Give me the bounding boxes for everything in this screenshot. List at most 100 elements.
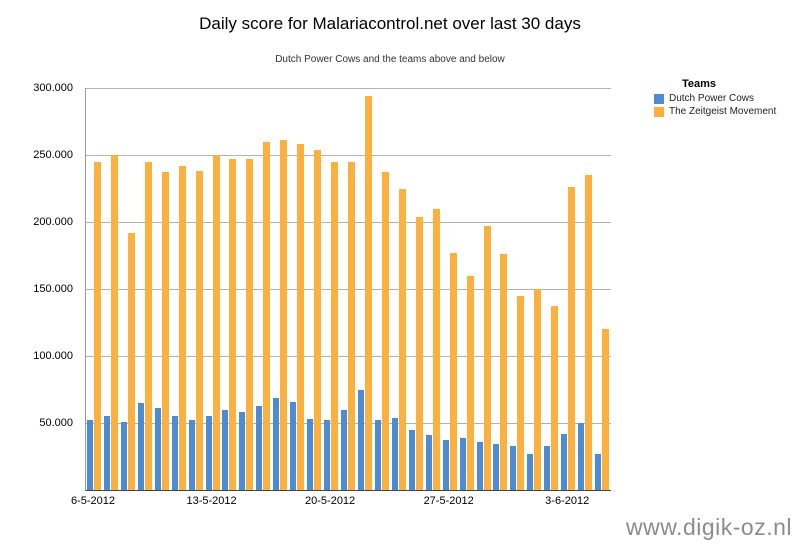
bar-dutch-power-cows [171,416,178,490]
y-axis-tick-label: 50.000 [39,417,73,429]
bar-zeitgeist-movement [127,232,135,490]
bar-group [560,88,577,490]
bar-group [86,88,103,490]
bar-group [255,88,272,490]
bar-dutch-power-cows [290,401,297,490]
bar-group [442,88,459,490]
y-axis-tick-label: 200.000 [33,216,73,228]
bar-zeitgeist-movement [110,155,118,490]
bar-group [492,88,509,490]
bar-group [425,88,442,490]
bar-zeitgeist-movement [585,175,593,490]
bar-group [594,88,611,490]
bar-dutch-power-cows [103,416,110,490]
bar-group [103,88,120,490]
bar-group [459,88,476,490]
y-axis-tick-label: 300.000 [33,82,73,94]
bar-dutch-power-cows [205,416,212,490]
bar-dutch-power-cows [120,421,127,490]
bar-zeitgeist-movement [381,172,389,490]
y-axis-labels: 50.000 100.000 150.000 200.000 250.000 300.00… [0,82,79,490]
watermark: www.digik-oz.nl [626,514,792,540]
bar-dutch-power-cows [391,417,398,490]
bar-dutch-power-cows [425,435,432,490]
bar-zeitgeist-movement [161,172,169,490]
bar-dutch-power-cows [578,423,585,490]
bar-zeitgeist-movement [517,295,525,490]
bar-dutch-power-cows [239,412,246,490]
bar-dutch-power-cows [459,437,466,490]
plot-area [85,88,611,491]
legend-item-dutch-power-cows: Dutch Power Cows [654,93,776,104]
bar-group [357,88,374,490]
bar-zeitgeist-movement [246,159,254,490]
bar-group [543,88,560,490]
legend-item-label: Dutch Power Cows [669,93,755,104]
bar-group [374,88,391,490]
bar-zeitgeist-movement [415,216,423,490]
x-axis-tick-label: 13-5-2012 [186,495,237,507]
bar-zeitgeist-movement [432,208,440,490]
gridline [86,88,611,89]
bar-zeitgeist-movement [229,159,237,490]
bar-dutch-power-cows [544,445,551,490]
bar-group [577,88,594,490]
bar-zeitgeist-movement [483,226,491,490]
bar-zeitgeist-movement [297,144,305,490]
x-axis-labels: 6-5-2012 13-5-2012 20-5-2012 27-5-2012 3-6-2… [71,495,610,511]
bar-zeitgeist-movement [568,187,576,490]
bar-dutch-power-cows [137,402,144,490]
bar-dutch-power-cows [595,453,602,490]
x-axis-tick-label: 27-5-2012 [423,495,474,507]
bar-dutch-power-cows [374,420,381,490]
bar-dutch-power-cows [273,397,280,490]
bar-group [391,88,408,490]
y-axis-tick-label: 100.000 [33,350,73,362]
bar-zeitgeist-movement [348,161,356,490]
bar-zeitgeist-movement [534,289,542,490]
bar-dutch-power-cows [442,440,449,490]
bar-dutch-power-cows [561,433,568,490]
legend-item-zeitgeist-movement: The Zeitgeist Movement [654,106,776,117]
bar-dutch-power-cows [527,453,534,490]
bar-dutch-power-cows [87,420,93,490]
bar-group [137,88,154,490]
bar-zeitgeist-movement [94,161,101,490]
bar-group [340,88,357,490]
bar-zeitgeist-movement [364,96,372,490]
legend-swatch-blue-icon [654,93,664,104]
bar-zeitgeist-movement [466,275,474,490]
bar-zeitgeist-movement [280,140,288,490]
bar-dutch-power-cows [510,445,517,490]
legend-swatch-orange-icon [654,106,664,117]
bar-zeitgeist-movement [144,161,152,490]
bar-dutch-power-cows [188,420,195,490]
bar-group [238,88,255,490]
bar-group [205,88,222,490]
gridline [86,155,611,156]
bar-group [289,88,306,490]
bar-group [154,88,171,490]
bar-group [120,88,137,490]
bar-dutch-power-cows [307,418,314,490]
bar-dutch-power-cows [357,389,364,490]
bar-dutch-power-cows [493,444,500,490]
bar-zeitgeist-movement [500,254,508,490]
bar-group [306,88,323,490]
bar-zeitgeist-movement [551,306,559,490]
bar-group [221,88,238,490]
bar-zeitgeist-movement [314,149,322,490]
bar-zeitgeist-movement [331,161,339,490]
bar-group [323,88,340,490]
bar-zeitgeist-movement [398,188,406,490]
bar-group [188,88,205,490]
chart-title: Daily score for Malariacontrol.net over … [199,14,581,33]
bar-zeitgeist-movement [449,252,457,490]
bar-dutch-power-cows [341,409,348,490]
bar-zeitgeist-movement [195,171,203,490]
bar-zeitgeist-movement [212,155,220,490]
chart-subtitle: Dutch Power Cows and the teams above and… [275,54,505,65]
x-axis-tick-label: 3-6-2012 [545,495,590,507]
bar-group [526,88,543,490]
